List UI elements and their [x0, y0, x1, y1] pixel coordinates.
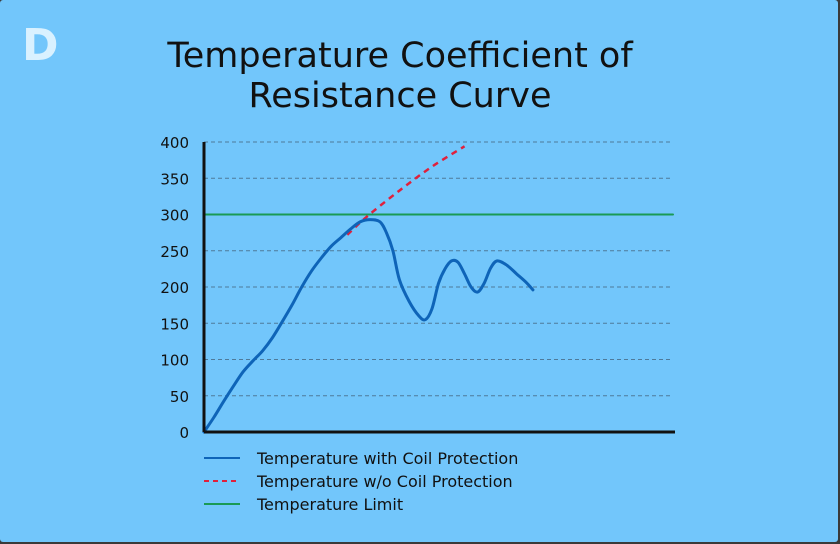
legend-label-temperature-with-coil-protection: Temperature with Coil Protection: [256, 449, 518, 468]
y-tick-label-250: 250: [160, 243, 189, 261]
legend-label-temperature-w-o-coil-protection: Temperature w/o Coil Protection: [256, 472, 513, 491]
y-tick-labels: 0 50 100 150 200 250 300 350 400: [160, 134, 189, 442]
y-tick-label-50: 50: [170, 388, 189, 406]
y-tick-label-150: 150: [160, 315, 189, 333]
y-tick-label-350: 350: [160, 170, 189, 188]
chart-title: Temperature Coefficient of Resistance Cu…: [167, 36, 633, 116]
axes: [202, 142, 675, 434]
y-tick-label-100: 100: [160, 352, 189, 370]
gridlines: [204, 141, 673, 397]
series-line-temperature-w-o-coil-protection: [346, 145, 466, 236]
y-tick-label-0: 0: [179, 424, 189, 442]
y-tick-label-300: 300: [160, 207, 189, 225]
y-tick-label-400: 400: [160, 134, 189, 152]
series-group: [202, 145, 674, 434]
y-tick-label-200: 200: [160, 279, 189, 297]
legend: Temperature with Coil Protection Temperat…: [204, 449, 518, 514]
legend-label-temperature-limit: Temperature Limit: [256, 495, 403, 514]
panel-letter: D: [22, 20, 59, 71]
series-line-temperature-with-coil-protection: [202, 218, 535, 434]
